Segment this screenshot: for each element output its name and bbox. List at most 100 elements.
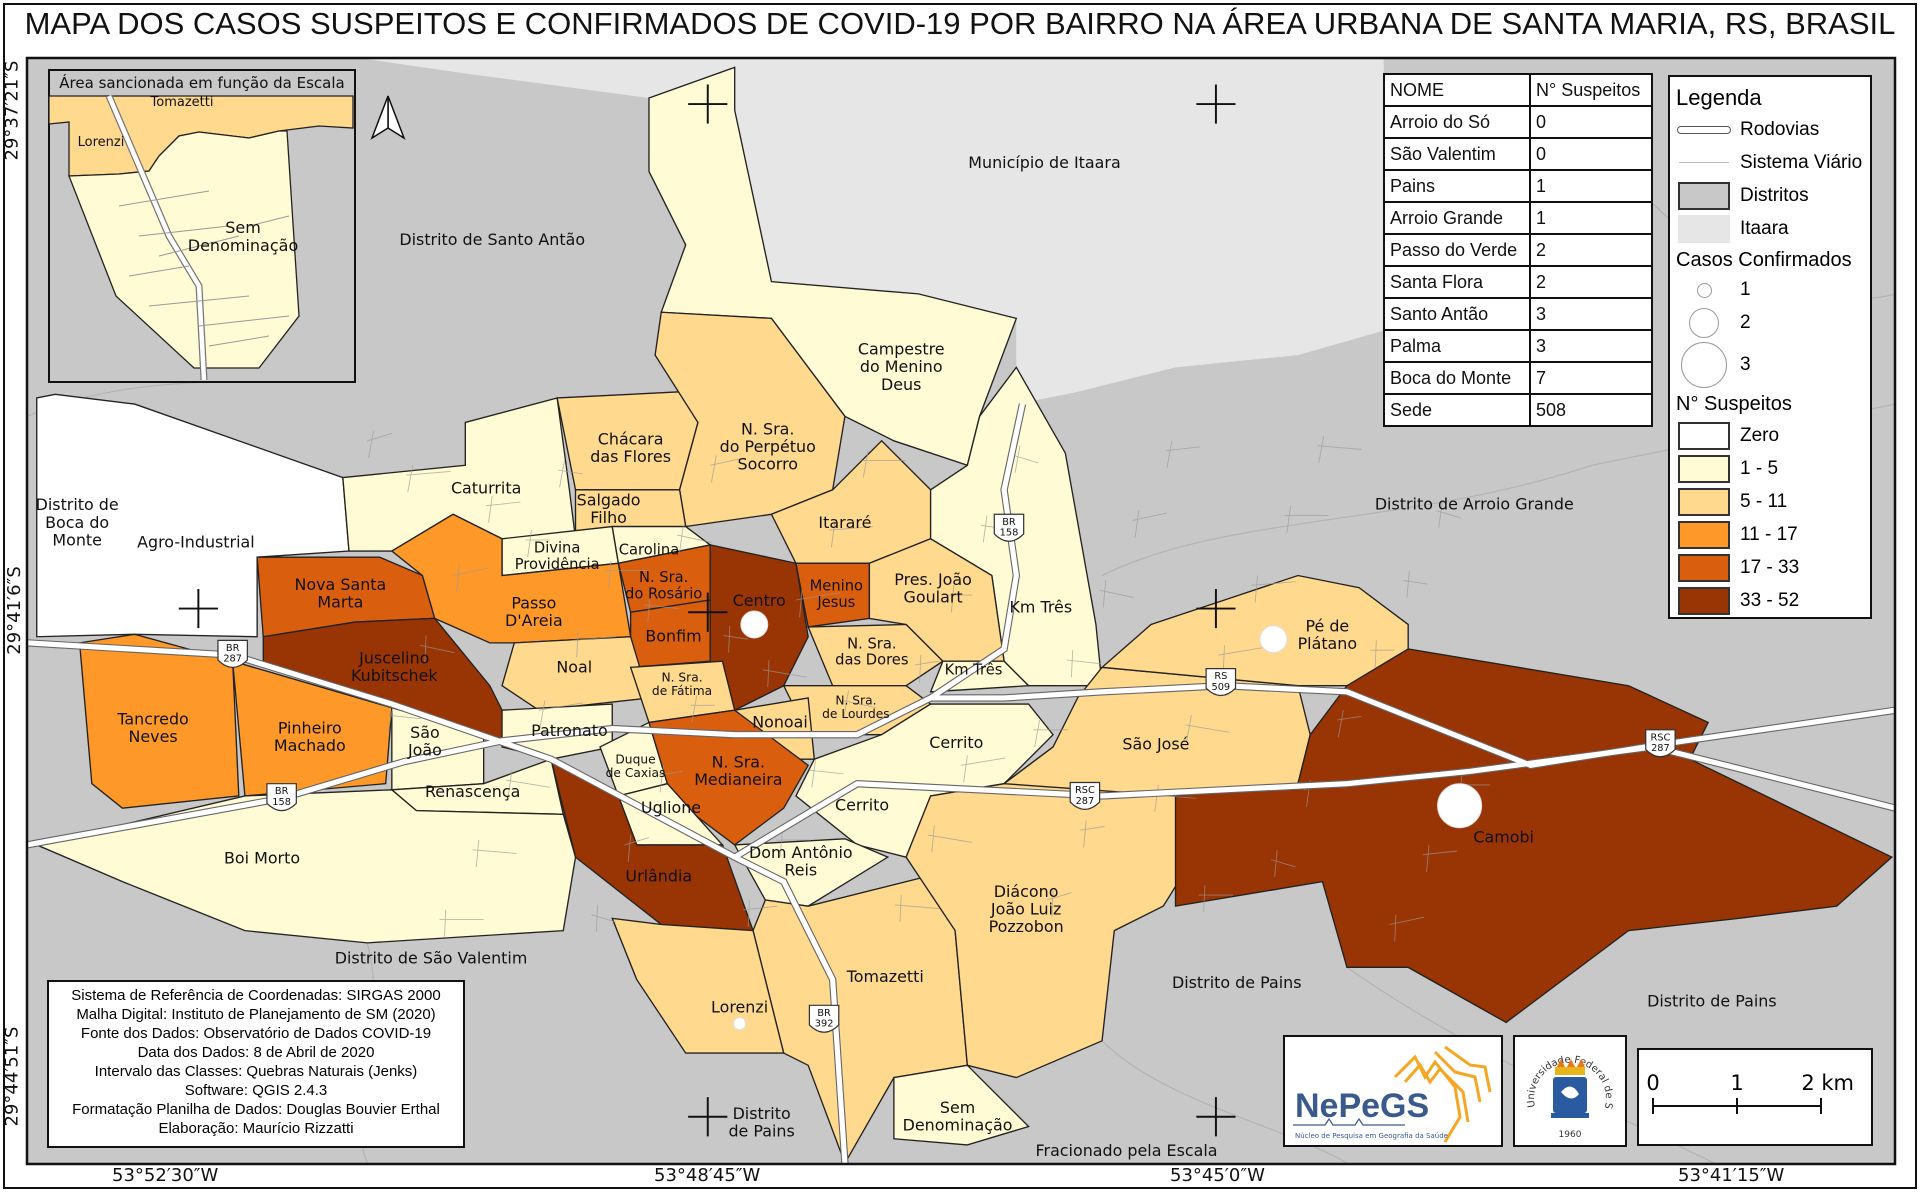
nepegs-logo-text: NePeGS bbox=[1295, 1087, 1429, 1125]
neighborhood-n-sra-de-fatima-label: N. Sra. de Fátima bbox=[652, 670, 712, 697]
legend-sistema-viario: Sistema Viário bbox=[1740, 151, 1863, 173]
table-row: Boca do Monte 7 bbox=[1383, 361, 1653, 395]
table-cell-name: Palma bbox=[1383, 329, 1531, 363]
table-row: Passo do Verde 2 bbox=[1383, 233, 1653, 267]
neighborhood-tomazetti-label: Tomazetti bbox=[846, 967, 924, 986]
inset-map: Área sancionada em função da Escala Toma… bbox=[48, 69, 356, 383]
confirmed-cases-point-pe-de-platano[interactable] bbox=[1259, 625, 1288, 654]
neighborhood-boi-morto-label: Boi Morto bbox=[224, 848, 300, 867]
north-arrow-icon bbox=[370, 95, 406, 140]
ufsm-logo: Universidade Federal de Santa Maria 1960 bbox=[1511, 1029, 1627, 1147]
legend-title: Legenda bbox=[1676, 85, 1762, 110]
table-cell-name: Sede bbox=[1383, 393, 1531, 427]
info-line: Elaboração: Maurício Rizzatti bbox=[158, 1120, 354, 1137]
legend-confirmed-3: 3 bbox=[1740, 354, 1751, 375]
district-label-distrito-de-arroio-grande: Distrito de Arroio Grande bbox=[1375, 494, 1574, 513]
scale-label-1: 1 bbox=[1730, 1071, 1743, 1095]
neighborhood-renascenca-label: Renascença bbox=[425, 782, 520, 801]
neighborhood-agro-industrial-label: Agro-Industrial bbox=[137, 532, 255, 551]
neighborhood-dom-antonio-reis-label: Dom Antônio Reis bbox=[749, 843, 853, 880]
neighborhood-duque-de-caxias-label: Duque de Caxias bbox=[606, 752, 666, 779]
legend: Legenda Rodovias Sistema Viário Distrito… bbox=[1668, 75, 1872, 619]
district-label-distrito-de-pains: Distrito de Pains bbox=[728, 1104, 794, 1141]
district-label-distrito-de-santo-antao: Distrito de Santo Antão bbox=[399, 230, 585, 249]
neighborhood-n-sra-do-perpetuo-socorro[interactable] bbox=[654, 311, 846, 528]
neighborhood-diacono-joao-luiz-pozzobon-label: Diácono João Luiz Pozzobon bbox=[989, 882, 1064, 936]
table-row: Arroio do Só 0 bbox=[1383, 105, 1653, 139]
legend-class-label: Zero bbox=[1740, 424, 1780, 446]
road-shield-rsc-287: RSC 287 bbox=[1069, 781, 1101, 811]
neighborhood-sem-denominacao[interactable] bbox=[893, 1064, 1030, 1146]
table-row: São Valentim 0 bbox=[1383, 137, 1653, 171]
info-line: Formatação Planilha de Dados: Douglas Bo… bbox=[72, 1101, 440, 1118]
info-line: Sistema de Referência de Coordenadas: SI… bbox=[71, 987, 441, 1004]
lon-label-1: 53°52′30″W bbox=[112, 1165, 219, 1186]
table-cell-suspects: 2 bbox=[1529, 265, 1653, 299]
legend-class-11-17: 11 - 17 bbox=[1676, 518, 1864, 551]
info-line: Fonte dos Dados: Observatório de Dados C… bbox=[80, 1025, 432, 1042]
neighborhood-salgado-filho-label: Salgado Filho bbox=[577, 491, 641, 528]
district-label-distrito-de-boca-do-monte: Distrito de Boca do Monte bbox=[36, 495, 119, 549]
table-cell-suspects: 0 bbox=[1529, 105, 1653, 139]
neighborhood-campestre-do-menino-deus-label: Campestre do Menino Deus bbox=[858, 340, 945, 394]
road-shield-br-158: BR 158 bbox=[266, 783, 297, 812]
legend-class-label: 17 - 33 bbox=[1740, 556, 1800, 578]
neighborhood-n-sra-do-rosario-label: N. Sra. do Rosário bbox=[625, 569, 702, 602]
confirmed-cases-point-lorenzi[interactable] bbox=[732, 1017, 747, 1031]
table-row: Pains 1 bbox=[1383, 169, 1653, 203]
district-label-fracionado-pela-escala: Fracionado pela Escala bbox=[1036, 1141, 1218, 1160]
neighborhood-centro-label: Centro bbox=[733, 591, 786, 610]
table-header-row: NOME N° Suspeitos bbox=[1383, 73, 1653, 107]
lat-label-3: 29°44′51″S bbox=[1, 1026, 23, 1127]
neighborhood-cerrito-label: Cerrito bbox=[929, 733, 983, 752]
confirmed-cases-point-centro[interactable] bbox=[740, 610, 769, 639]
lat-label-1: 29°37′21″S bbox=[1, 60, 23, 161]
nepegs-subtitle: Núcleo de Pesquisa em Geografia da Saúde bbox=[1295, 1132, 1448, 1140]
scale-label-0: 0 bbox=[1646, 1071, 1659, 1095]
inset-label-sem-denominacao: Sem Denominação bbox=[188, 218, 298, 255]
map-info-box: Sistema de Referência de Coordenadas: SI… bbox=[47, 980, 465, 1148]
legend-class-label: 33 - 52 bbox=[1740, 589, 1800, 611]
legend-class-1-5: 1 - 5 bbox=[1676, 452, 1864, 485]
table-cell-suspects: 0 bbox=[1529, 137, 1653, 171]
legend-class-zero: Zero bbox=[1676, 419, 1864, 452]
lon-label-2: 53°48′45″W bbox=[654, 1165, 761, 1186]
neighborhood-bonfim-label: Bonfim bbox=[645, 627, 701, 646]
legend-confirmed-title: Casos Confirmados bbox=[1676, 249, 1852, 271]
table-cell-suspects: 3 bbox=[1529, 329, 1653, 363]
neighborhood-patronato-label: Patronato bbox=[531, 721, 608, 740]
legend-class-label: 11 - 17 bbox=[1740, 523, 1798, 545]
legend-class-label: 1 - 5 bbox=[1740, 457, 1779, 479]
neighborhood-km-tres-label: Km Três bbox=[1010, 597, 1073, 616]
confirmed-cases-point-camobi[interactable] bbox=[1437, 783, 1483, 829]
table-cell-suspects: 3 bbox=[1529, 297, 1653, 331]
neighborhood-nova-santa-marta-label: Nova Santa Marta bbox=[295, 575, 387, 612]
neighborhood-dom-antonio-reis[interactable] bbox=[733, 838, 890, 907]
neighborhood-pinheiro-machado-label: Pinheiro Machado bbox=[274, 718, 346, 755]
inset-label-tomazetti: Tomazetti bbox=[150, 95, 214, 110]
neighborhood-cerrito-label: Cerrito bbox=[835, 796, 889, 815]
legend-itaara: Itaara bbox=[1740, 217, 1789, 239]
neighborhood-juscelino-kubitschek-label: Juscelino Kubitschek bbox=[351, 648, 438, 685]
neighborhood-n-sra-das-dores[interactable] bbox=[807, 623, 944, 687]
neighborhood-tancredo-neves[interactable] bbox=[78, 633, 240, 809]
neighborhood-noal[interactable] bbox=[501, 636, 650, 711]
district-label-distrito-de-pains: Distrito de Pains bbox=[1647, 992, 1777, 1011]
neighborhood-noal-label: Noal bbox=[556, 657, 592, 676]
neighborhood-pinheiro-machado[interactable] bbox=[231, 660, 393, 797]
table-cell-name: Arroio do Só bbox=[1383, 105, 1531, 139]
neighborhood-pe-de-platano[interactable] bbox=[1100, 574, 1409, 687]
neighborhood-pres-joao-goulart-label: Pres. João Goulart bbox=[894, 570, 972, 607]
neighborhood-tancredo-neves-label: Tancredo Neves bbox=[116, 710, 188, 747]
ufsm-year: 1960 bbox=[1559, 1130, 1582, 1140]
neighborhood-sao-joao-label: São João bbox=[407, 723, 442, 760]
neighborhood-km-tres-label: Km Três bbox=[945, 662, 1003, 679]
neighborhood-agro-industrial[interactable] bbox=[36, 393, 350, 638]
table-cell-name: NOME bbox=[1383, 73, 1531, 107]
legend-class-label: 5 - 11 bbox=[1740, 490, 1788, 512]
neighborhood-urlandia[interactable] bbox=[549, 757, 755, 932]
lon-label-4: 53°41′15″W bbox=[1678, 1165, 1785, 1186]
